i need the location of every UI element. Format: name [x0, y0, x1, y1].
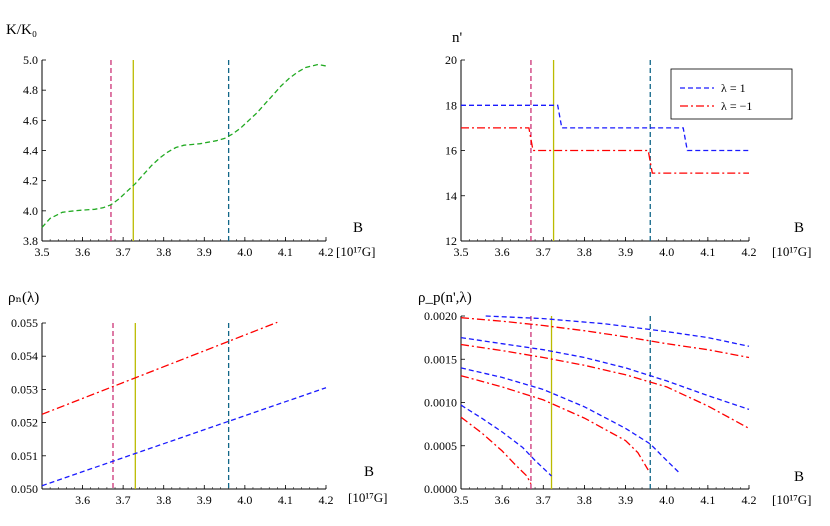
y-tick-label: 14: [445, 189, 457, 203]
x-tick-label: 3.6: [75, 245, 90, 259]
legend-label-lambda-minus-1: λ = −1: [721, 99, 752, 113]
series-line: [461, 104, 749, 152]
y-tick-label: 0.052: [11, 416, 38, 430]
panel-k-ratio: K/K₀ 3.5 3.6 3.7 3.8 3.9 4.0 4.1 4.2 3.8 4.0 4.2 4.…: [6, 22, 375, 259]
y-tick-label: 0.0005: [424, 439, 457, 453]
y-tick-label: 0.050: [11, 482, 38, 496]
series-line: [460, 367, 680, 474]
series-line: [41, 63, 327, 228]
panel-rho-p: ρ_p(n',λ) 3.5 3.6 3.7 3.8 3.9 4.0 4.1 4.2 0.0000…: [418, 290, 811, 507]
y-tick-label: 0.054: [11, 349, 38, 363]
y-tick-label: 4.6: [23, 113, 38, 127]
y-tick-label: 3.8: [23, 234, 38, 248]
series-line: [461, 127, 749, 174]
y-tick-label: 4.2: [23, 174, 38, 188]
x-tick-label: 3.9: [197, 493, 212, 507]
y-tick-label: 0.051: [11, 449, 38, 463]
x-tick-label: 4.2: [742, 245, 757, 259]
y-tick-label: 4.8: [23, 83, 38, 97]
x-tick-label: 4.1: [700, 493, 715, 507]
plot-area: 3.6 3.7 3.8 3.9 4.0 4.1 4.2 0.050 0.051 0.052 0.05…: [11, 316, 334, 507]
series-line: [41, 387, 327, 487]
series-line: [460, 317, 750, 359]
y-tick-label: 0.0010: [424, 396, 457, 410]
y-axis-label: ρₙ(λ): [8, 290, 39, 306]
y-tick-label: 0.055: [11, 316, 38, 330]
y-axis-label: ρ_p(n',λ): [418, 290, 472, 306]
x-axis-unit: [10¹⁷G]: [336, 244, 375, 259]
x-tick-label: 3.6: [75, 493, 90, 507]
x-tick-label: 4.1: [278, 493, 293, 507]
x-tick-label: 4.0: [659, 493, 674, 507]
x-tick-label: 4.2: [319, 245, 334, 259]
x-tick-label: 4.0: [237, 493, 252, 507]
x-tick-label: 3.7: [116, 245, 131, 259]
y-tick-label: 0.0015: [424, 352, 457, 366]
plot-area: 3.5 3.6 3.7 3.8 3.9 4.0 4.1 4.2 3.8 4.0 4.2 4.4 4.6 4…: [23, 53, 334, 259]
plot-area: 3.5 3.6 3.7 3.8 3.9 4.0 4.1 4.2 0.0000 0.0005 0.00…: [424, 309, 757, 507]
x-tick-label: 4.0: [659, 245, 674, 259]
x-tick-label: 3.8: [577, 245, 592, 259]
x-axis-label: B: [794, 220, 804, 236]
series-line: [485, 315, 750, 347]
x-axis-unit: [10¹⁷G]: [348, 490, 387, 505]
legend-label-lambda-1: λ = 1: [721, 81, 746, 95]
x-tick-label: 3.5: [454, 245, 469, 259]
series-line: [460, 343, 750, 429]
x-axis-label: B: [364, 464, 374, 480]
legend: λ = 1 λ = −1: [670, 68, 793, 120]
plot-area: 3.5 3.6 3.7 3.8 3.9 4.0 4.1 4.2 12 14 16 18 20: [445, 53, 757, 259]
x-tick-label: 3.8: [156, 493, 171, 507]
panel-rho-n: ρₙ(λ) 3.6 3.7 3.8 3.9 4.0 4.1 4.2 0.050 0.051 0.0…: [8, 290, 387, 507]
y-axis-label: K/K₀: [6, 22, 37, 38]
series-line: [460, 404, 552, 477]
x-tick-label: 3.5: [454, 493, 469, 507]
x-tick-label: 4.1: [700, 245, 715, 259]
x-tick-label: 4.0: [237, 245, 252, 259]
x-tick-label: 3.9: [197, 245, 212, 259]
y-tick-label: 5.0: [23, 53, 38, 67]
x-axis-label: B: [353, 220, 363, 236]
y-tick-label: 0.0020: [424, 309, 457, 323]
x-tick-label: 3.7: [536, 245, 551, 259]
y-tick-label: 0.0000: [424, 482, 457, 496]
x-tick-label: 3.7: [536, 493, 551, 507]
x-tick-label: 3.7: [116, 493, 131, 507]
x-tick-label: 4.1: [278, 245, 293, 259]
x-tick-label: 3.8: [156, 245, 171, 259]
x-axis-unit: [10¹⁷G]: [772, 492, 811, 507]
x-axis-label: B: [794, 469, 804, 485]
x-tick-label: 3.6: [495, 493, 510, 507]
x-axis-unit: [10¹⁷G]: [772, 244, 811, 259]
x-tick-label: 3.9: [618, 245, 633, 259]
x-tick-label: 3.6: [495, 245, 510, 259]
legend-box: [670, 68, 793, 120]
y-tick-label: 4.0: [23, 204, 38, 218]
y-tick-label: 20: [445, 53, 457, 67]
series-line: [41, 321, 278, 415]
y-tick-label: 4.4: [23, 144, 38, 158]
series-line: [460, 336, 750, 411]
x-tick-label: 4.2: [319, 493, 334, 507]
x-tick-label: 4.2: [742, 493, 757, 507]
series-line: [460, 416, 532, 485]
y-tick-label: 12: [445, 234, 457, 248]
y-tick-label: 18: [445, 98, 457, 112]
x-tick-label: 3.5: [35, 245, 50, 259]
x-tick-label: 3.9: [618, 493, 633, 507]
y-tick-label: 0.053: [11, 382, 38, 396]
series-line: [460, 375, 649, 471]
x-tick-label: 3.8: [577, 493, 592, 507]
y-tick-label: 16: [445, 144, 457, 158]
y-axis-label: n': [452, 30, 463, 46]
